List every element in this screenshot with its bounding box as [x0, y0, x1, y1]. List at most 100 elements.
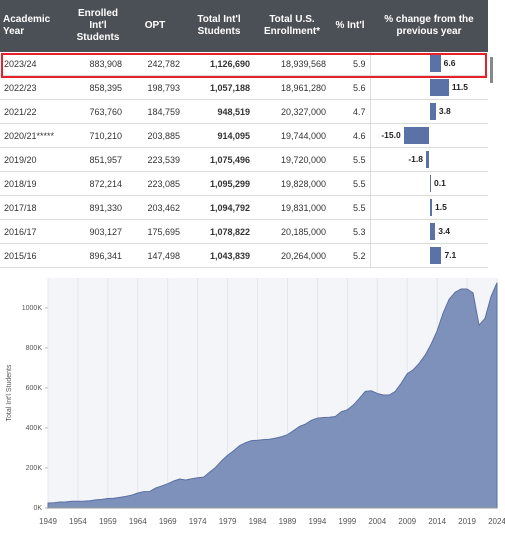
table-cell: 5.9: [330, 52, 370, 76]
table-cell: 903,127: [70, 219, 126, 244]
change-bar: [429, 247, 442, 264]
scrollbar: [490, 57, 493, 83]
table-cell: 2023/24: [0, 52, 70, 76]
table-cell: 184,759: [126, 99, 184, 124]
table-cell: 20,264,000: [254, 243, 330, 268]
change-bar: [426, 151, 430, 168]
table-cell: 1,043,839: [184, 243, 254, 268]
change-label: 3.8: [438, 106, 451, 116]
header-cell: % change from the previous year: [370, 0, 488, 52]
table-cell: 896,341: [70, 243, 126, 268]
x-tick-label: 1959: [99, 517, 117, 526]
table-cell: 198,793: [126, 75, 184, 100]
change-cell: 3.4: [369, 219, 488, 244]
header-cell: Enrolled Int'l Students: [70, 0, 126, 52]
table-cell: 5.5: [330, 171, 370, 196]
table-cell: 2019/20: [0, 147, 70, 172]
table-row: 2020/21***** 710,210 203,885 914,095 19,744,…: [0, 123, 488, 148]
y-tick-label: 1000K: [22, 305, 43, 312]
x-tick-label: 1949: [39, 517, 57, 526]
change-cell: 0.1: [369, 171, 488, 196]
table-cell: 891,330: [70, 195, 126, 220]
area: [47, 282, 498, 509]
header-cell: OPT: [126, 0, 184, 52]
enrollment-table: Academic Year Enrolled Int'l Students OPT T…: [0, 0, 488, 268]
table-cell: 223,085: [126, 171, 184, 196]
x-tick-label: 1969: [159, 517, 177, 526]
table-cell: 914,095: [184, 123, 254, 148]
x-tick-label: 2019: [458, 517, 476, 526]
table-cell: 203,462: [126, 195, 184, 220]
x-tick-label: 1989: [279, 517, 297, 526]
change-bar: [429, 223, 436, 240]
change-cell: -15.0: [369, 123, 488, 148]
table-cell: 20,327,000: [254, 99, 330, 124]
table-cell: 19,744,000: [254, 123, 330, 148]
table-cell: 2016/17: [0, 219, 70, 244]
table-row: 2017/18 891,330 203,462 1,094,792 19,831,000…: [0, 195, 488, 220]
table-cell: 2018/19: [0, 171, 70, 196]
table-cell: 4.7: [330, 99, 370, 124]
x-tick-label: 1974: [189, 517, 207, 526]
x-tick-label: 2009: [398, 517, 416, 526]
header-row: Academic Year Enrolled Int'l Students OPT T…: [0, 0, 488, 52]
table-cell: 2022/23: [0, 75, 70, 100]
table-cell: 2017/18: [0, 195, 70, 220]
x-tick-label: 1979: [219, 517, 237, 526]
y-tick-label: 800K: [26, 345, 43, 352]
header-cell: Total U.S. Enrollment*: [254, 0, 330, 52]
table-cell: 1,094,792: [184, 195, 254, 220]
change-bar: [404, 127, 430, 144]
chart: 1949 1954 1959 1964 1969 1974 1979 1984 1989 1994…: [6, 278, 505, 526]
change-label: 0.1: [434, 178, 446, 188]
change-cell: 11.5: [369, 75, 488, 100]
change-bar: [429, 175, 431, 192]
x-tick-label: 2014: [428, 517, 446, 526]
table-cell: 19,720,000: [254, 147, 330, 172]
table-cell: 5.6: [330, 75, 370, 100]
table-row: 2023/24 883,908 242,782 1,126,690 18,939,568…: [0, 52, 488, 76]
change-bar: [429, 55, 441, 72]
highlight-box: [1, 53, 487, 78]
change-label: 1.5: [435, 202, 447, 212]
table-row: 2018/19 872,214 223,085 1,095,299 19,828,000…: [0, 171, 488, 196]
table-cell: 710,210: [70, 123, 126, 148]
table-cell: 1,095,299: [184, 171, 254, 196]
x-tick-label: 2024: [488, 517, 505, 526]
y-tick-label: 400K: [26, 425, 43, 432]
table-cell: 18,939,568: [254, 52, 330, 76]
table-cell: 2015/16: [0, 243, 70, 268]
change-cell: 3.8: [369, 99, 488, 124]
change-cell: 1.5: [369, 195, 488, 220]
change-bar: [429, 103, 436, 120]
header-cell: Total Int'l Students: [184, 0, 254, 52]
table-cell: 872,214: [70, 171, 126, 196]
table-cell: 5.3: [330, 219, 370, 244]
table-cell: 5.5: [330, 147, 370, 172]
change-cell: 6.6: [369, 52, 488, 76]
change-label: 6.6: [443, 58, 456, 68]
table-cell: 1,078,822: [184, 219, 254, 244]
x-tick-label: 2004: [368, 517, 386, 526]
table-cell: 1,057,188: [184, 75, 254, 100]
x-tick-label: 1994: [309, 517, 327, 526]
table-cell: 883,908: [70, 52, 126, 76]
table-body: 2023/24 883,908 242,782 1,126,690 18,939,568…: [0, 52, 488, 268]
table-cell: 763,760: [70, 99, 126, 124]
change-cell: -1.8: [369, 147, 488, 172]
table-cell: 203,885: [126, 123, 184, 148]
table-row: 2019/20 851,957 223,539 1,075,496 19,720,000…: [0, 147, 488, 172]
x-tick-label: 1964: [129, 517, 147, 526]
change-label: -15.0: [381, 130, 401, 140]
table-cell: 147,498: [126, 243, 184, 268]
table-cell: 19,831,000: [254, 195, 330, 220]
x-tick-label: 1999: [338, 517, 356, 526]
header-cell: Academic Year: [0, 0, 70, 52]
table-cell: 851,957: [70, 147, 126, 172]
table-cell: 2020/21*****: [0, 123, 70, 148]
table-cell: 19,828,000: [254, 171, 330, 196]
table-row: 2022/23 858,395 198,793 1,057,188 18,961,280…: [0, 75, 488, 100]
header-cell: % Int'l: [330, 0, 370, 52]
table-cell: 2021/22: [0, 99, 70, 124]
